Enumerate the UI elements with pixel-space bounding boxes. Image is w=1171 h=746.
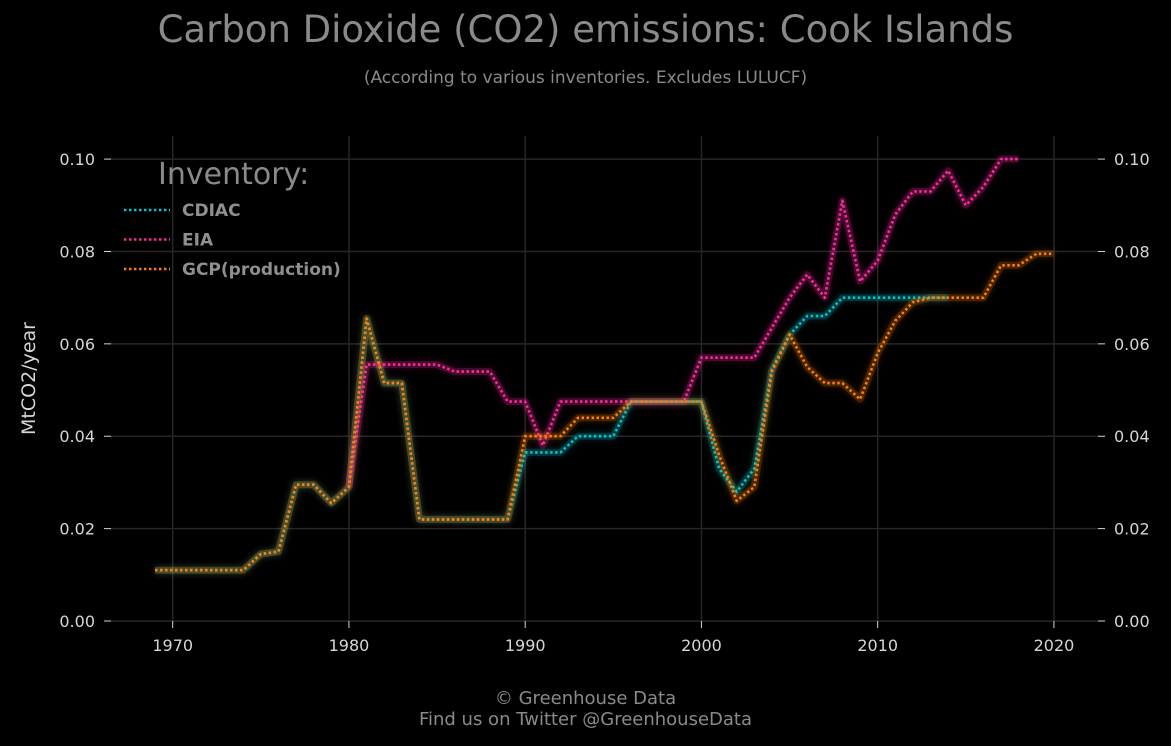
y-tick-label-right: 0.00	[1114, 612, 1150, 631]
x-tick-label: 1990	[505, 636, 546, 655]
footer-copyright: © Greenhouse Data	[494, 688, 677, 709]
legend-entry: GCP(production)	[182, 260, 341, 280]
series-line	[347, 157, 1019, 488]
y-tick-label-left: 0.10	[59, 150, 95, 169]
legend-entry: CDIAC	[182, 201, 241, 221]
legend-title: Inventory:	[158, 157, 309, 192]
grid	[111, 136, 1098, 622]
y-tick-label-left: 0.04	[59, 427, 95, 446]
chart-subtitle: (According to various inventories. Exclu…	[363, 68, 808, 88]
y-tick-label-right: 0.06	[1114, 335, 1150, 354]
x-tick-label: 1980	[329, 636, 370, 655]
chart-title: Carbon Dioxide (CO2) emissions: Cook Isl…	[157, 8, 1014, 51]
y-tick-label-right: 0.04	[1114, 427, 1150, 446]
series-lines	[155, 155, 1054, 574]
y-tick-label-left: 0.08	[59, 242, 95, 261]
x-tick-label: 2000	[681, 636, 722, 655]
series-line	[155, 296, 949, 572]
y-tick-label-left: 0.06	[59, 335, 95, 354]
series-glow	[345, 155, 1019, 488]
y-tick-label-right: 0.10	[1114, 150, 1150, 169]
y-tick-label-right: 0.02	[1114, 520, 1150, 539]
legend-entry: EIA	[182, 231, 214, 251]
legend: Inventory: CDIAC EIA GCP(production)	[124, 157, 341, 280]
series-gcp-production-	[155, 250, 1054, 574]
footer-twitter: Find us on Twitter @GreenhouseData	[418, 709, 753, 730]
y-axis-label: MtCO2/year	[18, 322, 40, 435]
axes: 1970 1980 1990 2000 2010 2020 0.00 0.00 0.02 0.02…	[18, 150, 1150, 655]
y-tick-label-left: 0.00	[59, 612, 95, 631]
series-eia	[345, 155, 1019, 488]
y-tick-label-left: 0.02	[59, 520, 95, 539]
x-tick-label: 2020	[1034, 636, 1075, 655]
series-glow	[155, 250, 1054, 574]
x-tick-label: 2010	[857, 636, 898, 655]
series-line	[155, 252, 1054, 572]
y-tick-label-right: 0.08	[1114, 242, 1150, 261]
x-tick-label: 1970	[152, 636, 193, 655]
